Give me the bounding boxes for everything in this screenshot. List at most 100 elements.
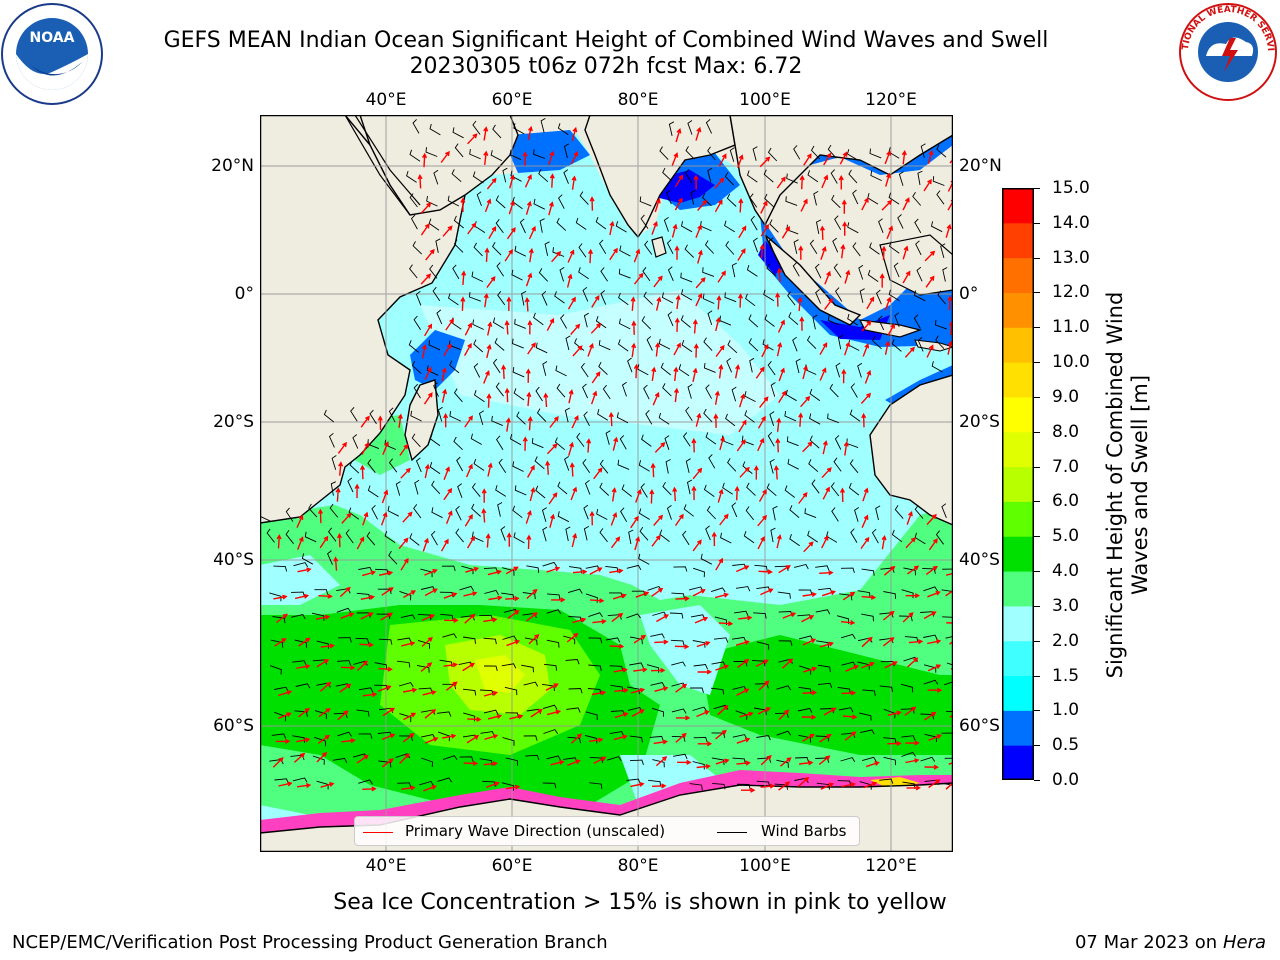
wave-direction-arrow <box>294 593 310 600</box>
wave-direction-arrow <box>609 247 618 261</box>
wind-barbs-legend-line <box>717 832 747 833</box>
wave-direction-arrow <box>738 225 747 239</box>
wind-barb <box>413 315 421 331</box>
wind-barb <box>789 505 800 518</box>
wind-barb <box>523 735 538 741</box>
wind-barb <box>942 616 953 618</box>
wind-barb <box>644 240 653 255</box>
wind-barb <box>399 713 412 723</box>
wind-barb <box>751 659 766 667</box>
wave-direction-arrow <box>586 438 592 453</box>
wave-direction-arrow <box>820 782 834 790</box>
wind-barb <box>578 243 587 258</box>
wave-direction-arrow <box>695 293 703 307</box>
nws-logo: NATIONAL WEATHER SERVICE <box>1172 0 1280 104</box>
wave-direction-arrow <box>566 273 573 288</box>
wave-direction-arrow <box>382 707 396 717</box>
colorbar-tick-label: 1.5 <box>1052 665 1080 686</box>
wave-direction-arrow <box>757 437 765 452</box>
wind-barb <box>867 269 879 282</box>
wave-direction-arrow <box>926 513 937 525</box>
lon-tick-bottom: 80°E <box>617 856 659 876</box>
wind-barb <box>584 479 591 495</box>
wind-barb <box>862 689 876 696</box>
wind-barb <box>829 383 839 398</box>
wind-barb <box>411 360 422 374</box>
wind-barb <box>923 634 938 640</box>
wave-direction-arrow <box>421 344 427 359</box>
wind-barb <box>713 637 729 643</box>
wave-direction-arrow <box>525 510 532 524</box>
ocean-light-band <box>420 290 780 435</box>
wave-direction-arrow <box>674 174 684 188</box>
wave-direction-arrow <box>546 443 558 455</box>
wind-barb <box>596 509 608 520</box>
wave-direction-arrow <box>633 248 641 263</box>
wind-barb <box>930 221 943 233</box>
wind-barb <box>425 147 438 157</box>
wind-barb <box>878 315 885 331</box>
wave-direction-arrow <box>905 740 920 746</box>
wave-direction-arrow <box>692 589 706 597</box>
wave-direction-arrow <box>801 714 817 720</box>
wave-direction-arrow <box>509 714 524 720</box>
wave-direction-arrow <box>719 513 729 526</box>
wave-direction-arrow <box>403 712 417 721</box>
wind-barb <box>589 756 604 764</box>
wind-barb <box>702 192 712 207</box>
wind-barb <box>830 169 838 184</box>
wind-barb <box>748 338 759 352</box>
wave-direction-arrow <box>527 342 536 355</box>
wind-barb <box>703 362 716 373</box>
wind-barb <box>834 215 842 230</box>
colorbar-tick <box>1034 745 1040 747</box>
wave-direction-arrow <box>654 198 661 213</box>
wave-direction-arrow <box>737 154 744 169</box>
lon-tick-top: 120°E <box>865 90 917 110</box>
wind-barb <box>471 503 481 517</box>
wave-direction-arrow <box>928 538 938 551</box>
wave-direction-arrow <box>593 756 607 765</box>
wave-direction-arrow <box>440 150 450 163</box>
wind-barb <box>745 293 756 307</box>
wave-direction-arrow <box>924 711 937 721</box>
wind-barb <box>770 382 776 397</box>
wave-direction-arrow <box>906 565 920 575</box>
wave-direction-arrow <box>422 690 437 696</box>
wind-barb <box>429 123 441 136</box>
wind-barb <box>502 635 517 641</box>
wind-barb <box>472 171 484 184</box>
wind-barb <box>707 146 716 161</box>
lat-tick-left: 0° <box>234 284 254 304</box>
wind-barb <box>732 757 746 764</box>
wind-barb <box>435 238 441 253</box>
wind-barb <box>777 591 791 599</box>
wave-direction-arrow <box>758 489 767 502</box>
wind-barb <box>473 390 485 403</box>
land-borneo <box>879 234 953 296</box>
wind-barb <box>292 777 308 783</box>
wind-barb <box>437 406 443 422</box>
lon-tick-bottom: 100°E <box>739 856 791 876</box>
wind-barb <box>689 783 703 791</box>
wind-barb <box>374 684 388 691</box>
wave-direction-arrow <box>695 277 706 289</box>
wind-barb <box>870 170 882 182</box>
wave-direction-arrow <box>460 296 466 311</box>
wind-barb <box>639 526 649 541</box>
wind-barb <box>743 531 755 544</box>
wind-barb <box>617 459 630 470</box>
legend: Primary Wave Direction (unscaled) Wind B… <box>354 816 860 846</box>
wave-direction-arrow <box>424 463 430 479</box>
wind-barb <box>732 734 748 740</box>
wind-barb <box>812 314 818 330</box>
wave-direction-arrow <box>776 341 783 357</box>
wind-barb <box>685 406 693 421</box>
wind-barb <box>492 317 505 329</box>
wave-direction-arrow <box>340 612 355 619</box>
wave-direction-arrow <box>403 590 417 599</box>
wave-direction-arrow <box>356 660 368 672</box>
wave-direction-arrow <box>716 295 722 310</box>
wind-barb <box>787 291 796 306</box>
wave-direction-arrow <box>928 734 942 741</box>
